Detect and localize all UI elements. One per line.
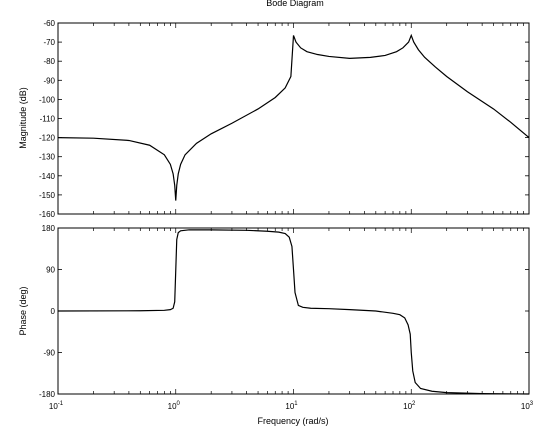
x-tick-label: 10-1: [49, 401, 64, 411]
x-tick-label: 101: [285, 401, 298, 411]
magnitude-y-tick-label: -60: [43, 19, 55, 28]
magnitude-y-tick-label: -140: [39, 172, 56, 181]
chart-title: Bode Diagram: [266, 0, 324, 8]
x-tick-label: 103: [521, 401, 534, 411]
x-axis-label: Frequency (rad/s): [257, 416, 328, 426]
phase-y-tick-labels: 180 90 0 -90 -180: [39, 224, 56, 399]
magnitude-ticks: [57, 22, 529, 215]
magnitude-y-tick-label: -80: [43, 57, 55, 66]
magnitude-y-tick-label: -100: [39, 95, 56, 104]
magnitude-plot-frame: [57, 22, 530, 215]
magnitude-y-tick-label: -110: [40, 115, 56, 124]
phase-panel: 180 90 0 -90 -180 Phase (deg): [18, 224, 530, 399]
phase-y-tick-label: 0: [51, 307, 56, 316]
phase-y-tick-label: 180: [42, 224, 56, 233]
x-tick-label: 102: [403, 401, 416, 411]
magnitude-y-tick-label: -70: [43, 38, 55, 47]
magnitude-y-tick-label: -160: [39, 210, 56, 219]
phase-series-line: [57, 229, 530, 395]
phase-y-tick-label: -90: [43, 349, 55, 358]
magnitude-y-tick-label: -130: [39, 153, 56, 162]
magnitude-y-tick-label: -120: [39, 134, 56, 143]
phase-y-tick-label: 90: [46, 266, 55, 275]
magnitude-panel: -60 -70 -80 -90 -100 -110 -120 -130 -140 -150 -160…: [18, 19, 530, 219]
x-tick-label: 100: [168, 401, 181, 411]
x-tick-labels: 10-1 100 101 102 103: [49, 401, 534, 411]
magnitude-y-tick-labels: -60 -70 -80 -90 -100 -110 -120 -130 -140 -150 -160: [39, 19, 56, 219]
magnitude-series-line: [57, 33, 530, 201]
phase-y-axis-label: Phase (deg): [18, 286, 28, 335]
magnitude-y-tick-label: -90: [43, 76, 55, 85]
magnitude-y-tick-label: -150: [39, 191, 56, 200]
phase-ticks: [57, 227, 529, 395]
magnitude-y-axis-label: Magnitude (dB): [18, 87, 28, 149]
phase-y-tick-label: -180: [39, 390, 56, 399]
